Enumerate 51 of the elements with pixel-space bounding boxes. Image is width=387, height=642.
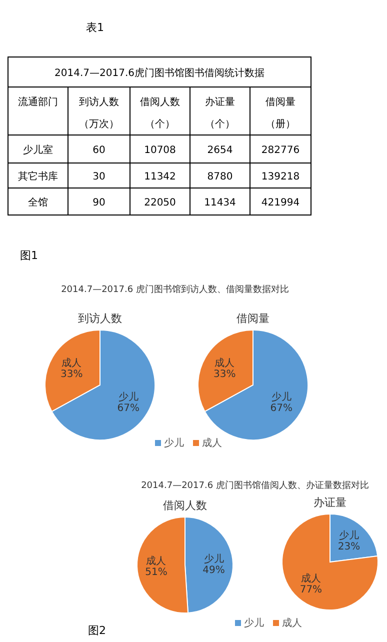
chart-subtitle: 2014.7—2017.6 虎门图书馆到访人数、借阅量数据对比 [61, 284, 289, 295]
legend-label: 少儿 [164, 437, 184, 449]
slice-label: 成人 [300, 572, 321, 585]
slice-label: 少儿 [118, 390, 138, 403]
text: 139218 [261, 172, 300, 182]
text: 282776 [261, 145, 300, 156]
text: 流通部门 [18, 96, 58, 108]
chart-title: 办证量 [314, 496, 346, 509]
text: 60 [92, 145, 106, 156]
slice-label: 成人 [214, 357, 235, 370]
text: 90 [92, 198, 106, 208]
slice-label: 少儿 [204, 553, 224, 566]
text: 22050 [144, 198, 176, 208]
caption: 图2 [88, 624, 106, 637]
chart-title: 借阅量 [236, 312, 270, 325]
slice-label: 成人 [62, 357, 82, 370]
slice-label: 少儿 [271, 390, 292, 403]
chart-subtitle: 2014.7—2017.6 虎门图书馆借阅人数、办证量数据对比 [141, 480, 369, 491]
category-label: 借阅人数（个） [140, 96, 180, 130]
text: 30 [92, 172, 106, 182]
category-label: 到访人数（万次） [79, 96, 119, 130]
category-label: 办证量（个） [205, 96, 235, 130]
caption: 图1 [20, 249, 38, 262]
pie-slice [282, 514, 378, 610]
text: 2654 [207, 145, 233, 156]
legend-label: 少儿 [244, 617, 264, 629]
text: 11434 [204, 198, 236, 208]
text: 2014.7—2017.6虎门图书馆图书借阅统计数据 [54, 67, 264, 79]
slice-label: 少儿 [339, 529, 360, 542]
legend-label: 成人 [202, 437, 222, 449]
category-label: 少儿室 [23, 145, 53, 156]
data-label: 49% [202, 565, 225, 576]
data-label: 33% [213, 369, 236, 380]
data-label: 77% [300, 584, 322, 596]
data-label: 23% [338, 541, 360, 552]
text: 421994 [261, 198, 300, 208]
text: 表1 [86, 21, 104, 34]
category-label: 其它书库 [18, 172, 58, 182]
data-label: 33% [60, 369, 83, 380]
data-label: 67% [270, 402, 293, 414]
text: 8780 [207, 172, 233, 182]
text: 10708 [144, 145, 176, 156]
category-label: 全馆 [28, 198, 48, 208]
chart-title: 借阅人数 [163, 499, 207, 512]
text: 11342 [144, 172, 176, 182]
slice-label: 成人 [146, 554, 166, 567]
data-label: 67% [117, 402, 140, 414]
legend-label: 成人 [282, 617, 302, 629]
category-label: 借阅量（册） [266, 96, 296, 130]
chart-title: 到访人数 [78, 312, 122, 325]
data-label: 51% [145, 566, 168, 578]
